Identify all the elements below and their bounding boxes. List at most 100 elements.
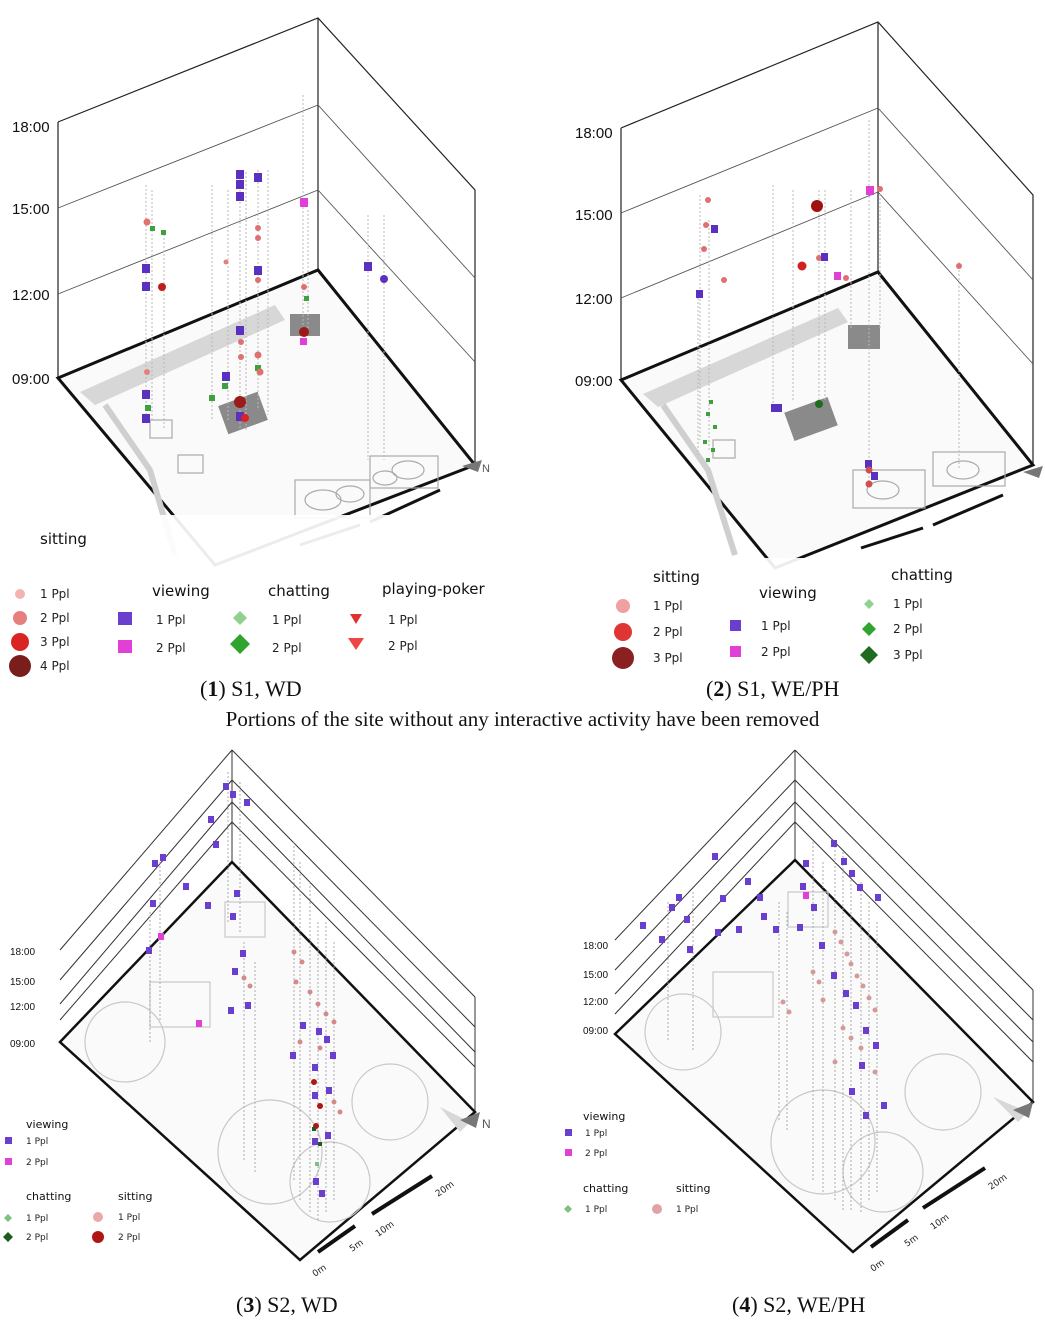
legend-swatch bbox=[3, 1232, 13, 1242]
scale-label: 10m bbox=[374, 1220, 396, 1240]
trajectory-lines bbox=[697, 120, 960, 485]
legend-item: 2 Ppl bbox=[156, 641, 186, 655]
legend-item: 2 Ppl bbox=[653, 625, 683, 639]
scale-label: 5m bbox=[903, 1233, 921, 1250]
tick-label: 15:00 bbox=[12, 201, 50, 218]
caption-panel-4: (4) S2, WE/PH bbox=[732, 1292, 866, 1317]
legend-title-playing-poker: playing-poker bbox=[382, 580, 485, 598]
legend-swatch bbox=[92, 1231, 104, 1243]
chatting-markers bbox=[312, 1127, 322, 1166]
legend-swatch bbox=[118, 612, 132, 625]
tick-label: 18:00 bbox=[10, 947, 35, 958]
tick-label: 12:00 bbox=[12, 287, 50, 304]
activity-markers bbox=[640, 840, 887, 1119]
legend-item: 2 Ppl bbox=[761, 645, 791, 659]
legend-title-chatting: chatting bbox=[891, 566, 953, 584]
legend: viewing 1 Ppl 2 Ppl chatting 1 Ppl 2 Ppl… bbox=[3, 1118, 152, 1243]
legend-swatch bbox=[15, 589, 25, 599]
space-time-cube-s2-wd: 0m 5m 10m 20m 18:00 15:00 12:00 09:00 N bbox=[3, 749, 491, 1280]
legend-item: 1 Ppl bbox=[676, 1205, 698, 1215]
north-arrow-icon: N bbox=[460, 1112, 491, 1131]
legend-item: 1 Ppl bbox=[272, 613, 302, 627]
space-time-cube-s2-weph: 0m 5m 10m 20m 18:00 15:00 12:00 09:00 bbox=[564, 749, 1035, 1275]
tick-label: 18:00 bbox=[12, 119, 50, 136]
legend-swatch bbox=[13, 611, 27, 625]
legend-swatch bbox=[614, 623, 632, 641]
activity-markers bbox=[142, 170, 388, 423]
panel-s2-weph: 0m 5m 10m 20m 18:00 15:00 12:00 09:00 bbox=[523, 742, 1045, 1282]
legend-swatch bbox=[616, 599, 630, 613]
legend-swatch bbox=[93, 1212, 103, 1222]
scale-label: 0m bbox=[869, 1258, 887, 1275]
legend-swatch bbox=[4, 1214, 12, 1222]
legend-title-chatting: chatting bbox=[268, 582, 330, 600]
legend-item: 1 Ppl bbox=[26, 1214, 48, 1224]
north-arrow-icon bbox=[1013, 1102, 1033, 1118]
scale-label: 5m bbox=[348, 1238, 366, 1255]
legend-swatch bbox=[5, 1137, 12, 1144]
legend-title-sitting: sitting bbox=[653, 568, 700, 586]
sitting-markers bbox=[241, 949, 343, 1129]
tick-label: 15:00 bbox=[10, 977, 35, 988]
tick-label: 09:00 bbox=[583, 1026, 608, 1037]
legend: sitting 1 Ppl 2 Ppl 3 Ppl viewing 1 Ppl … bbox=[612, 558, 993, 676]
legend-item: 2 Ppl bbox=[26, 1233, 48, 1243]
legend-swatch bbox=[350, 614, 362, 624]
legend-title-sitting: sitting bbox=[40, 530, 87, 548]
panel-s1-weph: 18:00 15:00 12:00 09:00 bbox=[523, 0, 1045, 690]
scale-label: 10m bbox=[929, 1213, 951, 1233]
caption-panel-3: (3) S2, WD bbox=[236, 1292, 338, 1317]
tick-label: 09:00 bbox=[12, 371, 50, 388]
legend-item: 3 Ppl bbox=[893, 648, 923, 662]
north-arrow-icon bbox=[1023, 466, 1043, 478]
tick-label: 09:00 bbox=[10, 1039, 35, 1050]
legend-item: 1 Ppl bbox=[26, 1137, 48, 1147]
legend-swatch bbox=[11, 633, 29, 651]
legend-swatch bbox=[230, 634, 250, 654]
legend-swatch bbox=[862, 622, 876, 636]
legend-item: 2 Ppl bbox=[118, 1233, 140, 1243]
legend-item: 1 Ppl bbox=[585, 1205, 607, 1215]
tick-label: 18:00 bbox=[583, 941, 608, 952]
scale-label: 20m bbox=[987, 1173, 1009, 1193]
caption-panel-2: (2) S1, WE/PH bbox=[706, 676, 840, 701]
legend-item: 2 Ppl bbox=[893, 622, 923, 636]
legend-swatch bbox=[565, 1149, 572, 1156]
legend-item: 1 Ppl bbox=[388, 613, 418, 627]
tick-label: 09:00 bbox=[575, 373, 613, 390]
legend-swatch bbox=[5, 1158, 12, 1165]
sitting-markers bbox=[780, 929, 878, 1075]
legend-swatch bbox=[652, 1204, 662, 1214]
panel-s1-wd: 18:00 15:00 12:00 09:00 N bbox=[0, 0, 522, 690]
legend-title-viewing: viewing bbox=[152, 582, 210, 600]
tick-label: 15:00 bbox=[575, 207, 613, 224]
tick-label: 12:00 bbox=[583, 997, 608, 1008]
activity-markers bbox=[146, 783, 336, 1197]
tick-label: 12:00 bbox=[575, 291, 613, 308]
scale-label: 0m bbox=[311, 1263, 329, 1280]
legend-swatch bbox=[730, 620, 741, 631]
legend-item: 2 Ppl bbox=[388, 639, 418, 653]
legend-item: 2 Ppl bbox=[272, 641, 302, 655]
legend-swatch bbox=[860, 646, 878, 664]
scale-label: 20m bbox=[434, 1180, 456, 1200]
legend-swatch bbox=[730, 646, 741, 657]
legend-item: 2 Ppl bbox=[40, 611, 70, 625]
tick-label: 15:00 bbox=[583, 970, 608, 981]
legend-swatch bbox=[118, 640, 132, 653]
tick-label: 18:00 bbox=[575, 125, 613, 142]
panel-s2-wd: 0m 5m 10m 20m 18:00 15:00 12:00 09:00 N bbox=[0, 742, 522, 1282]
legend-swatch bbox=[864, 599, 874, 609]
legend-title-viewing: viewing bbox=[26, 1118, 68, 1131]
legend-title-sitting: sitting bbox=[676, 1182, 710, 1195]
space-time-cube-s1-weph: 18:00 15:00 12:00 09:00 bbox=[575, 21, 1043, 676]
legend-item: 1 Ppl bbox=[156, 613, 186, 627]
caption-panel-1: (1) S1, WD bbox=[200, 676, 302, 701]
trajectory-lines bbox=[149, 772, 335, 1222]
legend-item: 1 Ppl bbox=[893, 597, 923, 611]
legend-item: 1 Ppl bbox=[40, 587, 70, 601]
north-arrow-icon: N bbox=[462, 460, 490, 475]
legend-swatch bbox=[564, 1205, 572, 1213]
legend-swatch bbox=[612, 647, 634, 669]
legend-item: 1 Ppl bbox=[118, 1213, 140, 1223]
